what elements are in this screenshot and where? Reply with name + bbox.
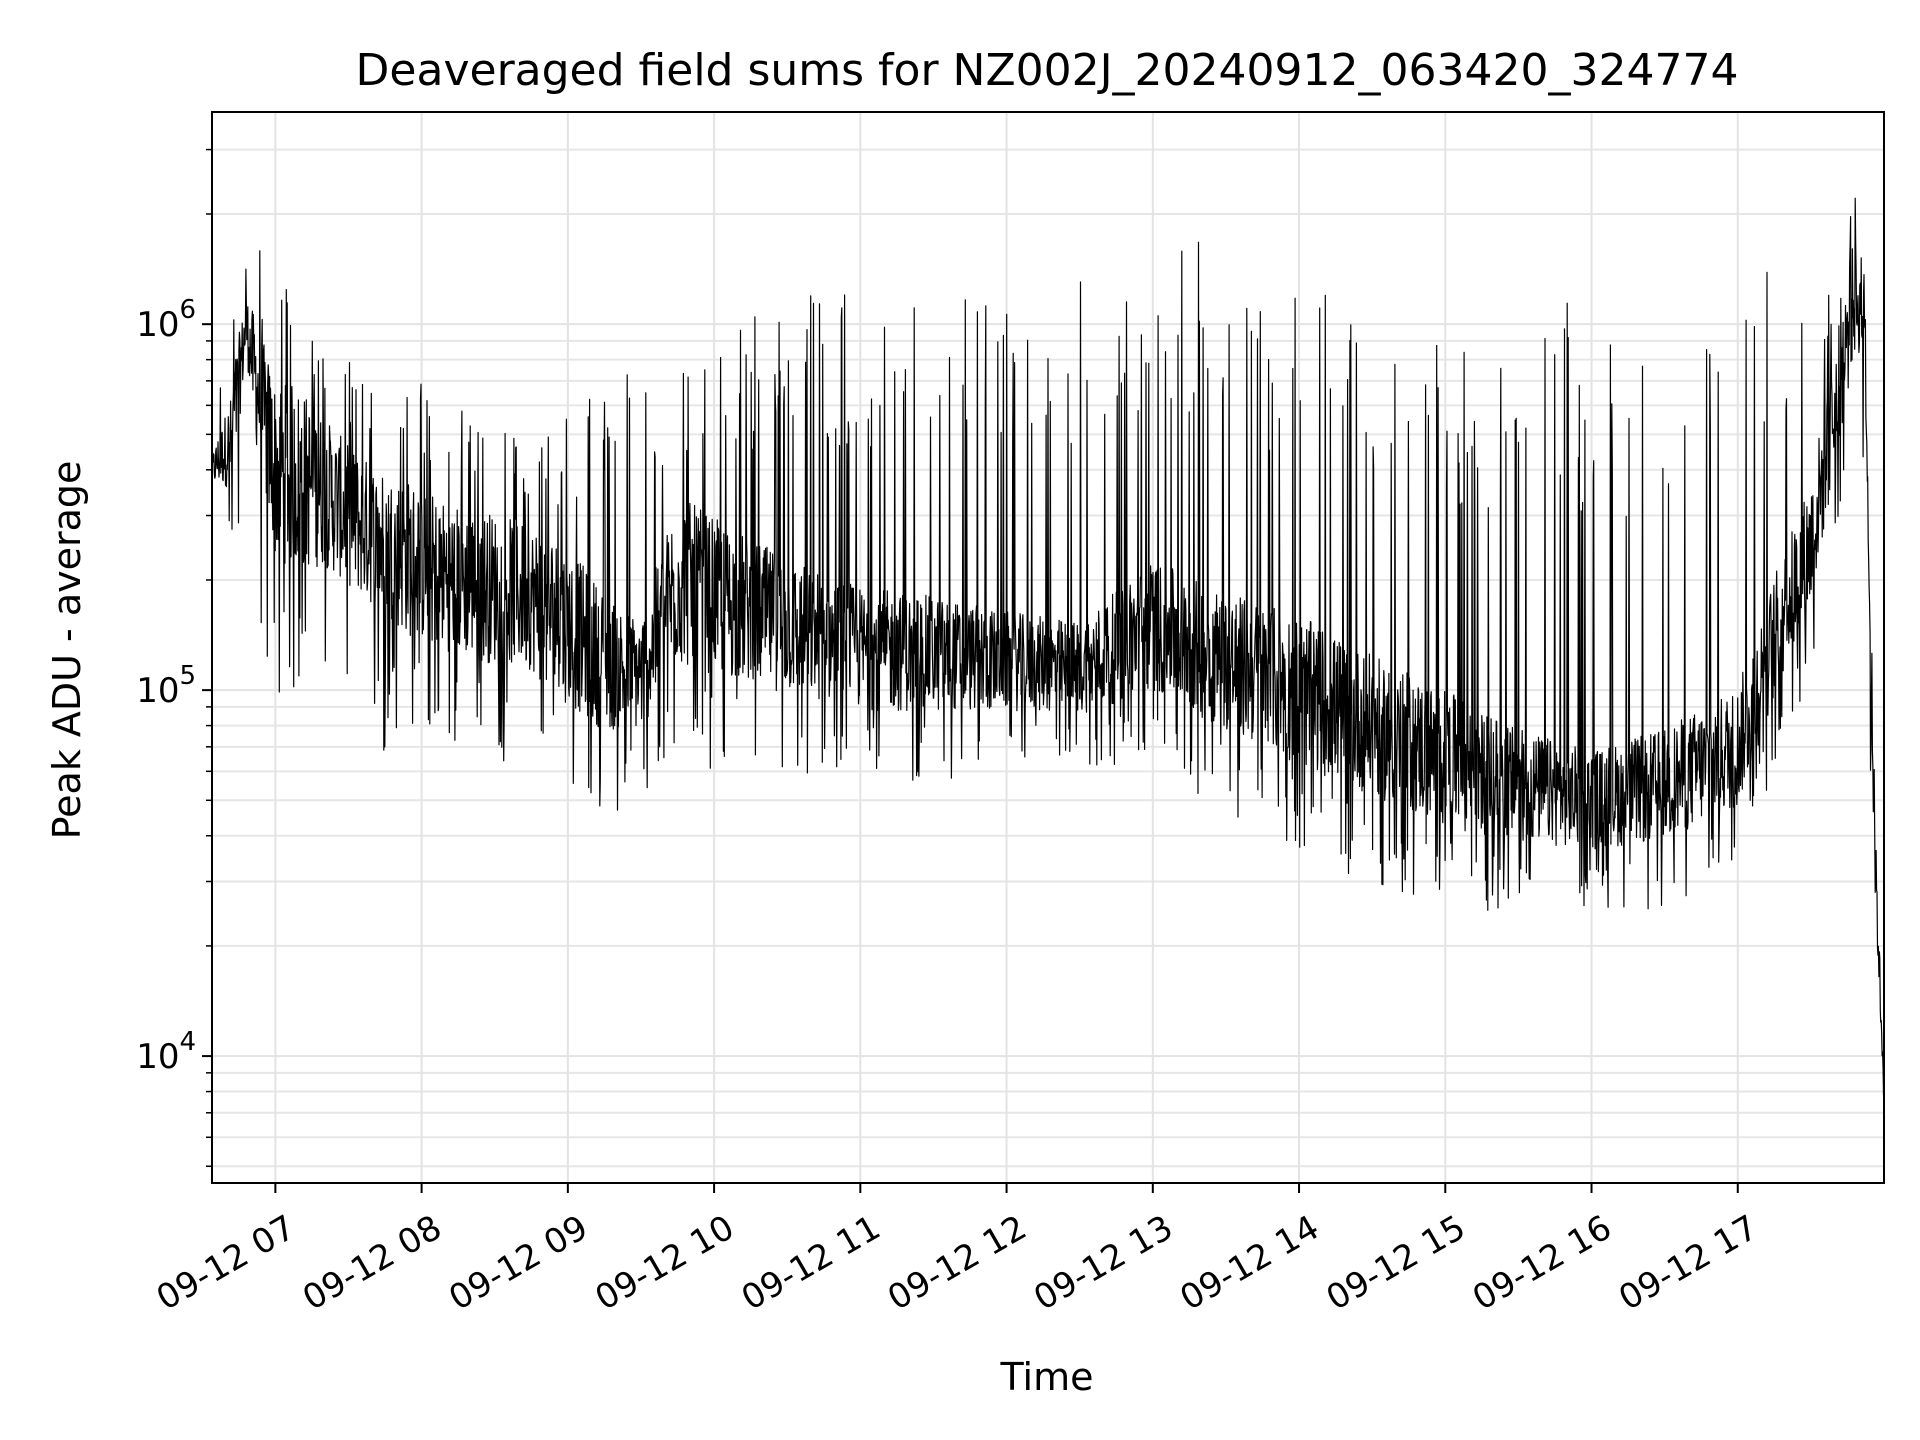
x-tick-label: 09-12 12 bbox=[881, 1208, 1033, 1319]
x-tick-label: 09-12 10 bbox=[589, 1208, 741, 1319]
series-line bbox=[211, 197, 1885, 1106]
x-tick-label: 09-12 15 bbox=[1320, 1208, 1472, 1319]
x-tick-label: 09-12 14 bbox=[1174, 1208, 1326, 1319]
y-axis-label: Peak ADU - average bbox=[45, 461, 89, 840]
x-tick-label: 09-12 16 bbox=[1466, 1208, 1618, 1319]
y-tick-label: 105 bbox=[136, 661, 196, 711]
x-tick-label: 09-12 13 bbox=[1027, 1208, 1179, 1319]
x-tick-label: 09-12 07 bbox=[150, 1208, 302, 1319]
y-tick-label: 106 bbox=[136, 295, 196, 345]
y-axis: 104 105 106 bbox=[136, 148, 212, 1168]
axes-frame bbox=[211, 111, 1885, 1184]
y-tick-label: 104 bbox=[136, 1027, 196, 1077]
chart-title: Deaveraged field sums for NZ002J_2024091… bbox=[356, 45, 1739, 96]
x-axis-label: Time bbox=[1000, 1355, 1094, 1399]
x-tick-label: 09-12 09 bbox=[442, 1208, 594, 1319]
plot-area bbox=[211, 197, 1885, 1106]
x-tick-label: 09-12 11 bbox=[735, 1208, 887, 1319]
x-tick-label: 09-12 17 bbox=[1612, 1208, 1764, 1319]
x-tick-label: 09-12 08 bbox=[296, 1208, 448, 1319]
